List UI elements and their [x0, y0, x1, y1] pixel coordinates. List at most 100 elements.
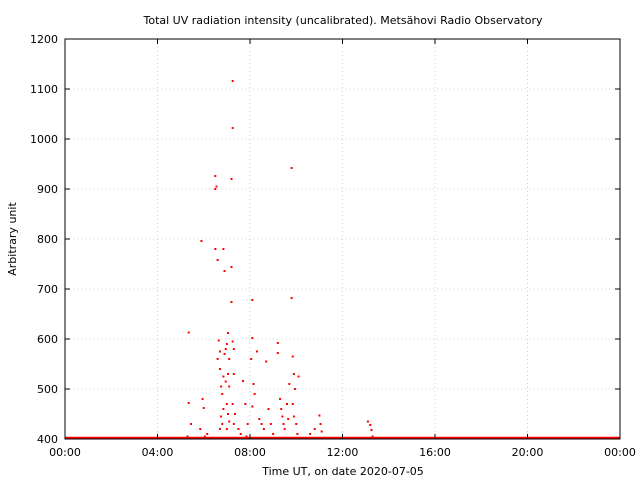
data-point — [232, 373, 235, 375]
data-point — [202, 407, 205, 409]
data-point — [290, 297, 293, 299]
data-point — [371, 435, 374, 438]
data-points — [186, 80, 374, 439]
y-tick-label: 1200 — [30, 33, 58, 46]
y-tick-label: 700 — [37, 283, 58, 296]
x-tick-label: 00:00 — [604, 446, 636, 459]
y-tick-label: 800 — [37, 233, 58, 246]
data-point — [186, 435, 189, 438]
data-point — [262, 428, 265, 430]
data-point — [255, 350, 258, 353]
y-tick-label: 900 — [37, 183, 58, 196]
data-point — [265, 360, 268, 363]
data-point — [251, 337, 254, 339]
x-tick-label: 16:00 — [419, 446, 451, 459]
data-point — [370, 429, 373, 431]
data-point — [228, 385, 231, 388]
data-point — [252, 383, 255, 385]
data-point — [292, 373, 295, 375]
data-point — [220, 415, 223, 418]
data-point — [190, 423, 193, 425]
data-point — [230, 266, 233, 268]
data-point — [282, 423, 285, 425]
data-point — [206, 433, 209, 435]
data-point — [218, 428, 221, 430]
data-point — [253, 393, 256, 395]
data-point — [216, 259, 219, 261]
data-point — [232, 348, 235, 350]
data-point — [320, 430, 323, 433]
data-point — [286, 403, 288, 405]
y-axis-label: Arbitrary unit — [6, 202, 19, 276]
data-point — [214, 175, 217, 177]
data-point — [291, 403, 294, 405]
data-point — [223, 353, 226, 355]
data-point — [230, 178, 233, 180]
data-point — [366, 420, 369, 423]
data-point — [191, 437, 194, 439]
data-point — [295, 423, 298, 425]
y-axis-ticks: 400 500 600 700 800 900 1000 1100 1200 — [30, 33, 620, 446]
data-point — [245, 435, 248, 438]
data-point — [283, 428, 286, 430]
data-point — [291, 355, 294, 358]
data-point — [242, 380, 245, 382]
data-point — [231, 127, 234, 129]
data-point — [319, 423, 322, 425]
data-point — [221, 393, 224, 395]
data-point — [276, 352, 279, 354]
data-point — [296, 433, 299, 435]
data-point — [288, 383, 291, 385]
y-tick-label: 400 — [37, 433, 58, 446]
x-tick-label: 08:00 — [234, 446, 266, 459]
data-point — [237, 428, 240, 430]
data-point — [221, 423, 224, 425]
data-point — [258, 418, 261, 420]
data-point — [251, 299, 254, 301]
data-point — [227, 373, 230, 375]
data-point — [200, 240, 203, 242]
data-point — [228, 358, 231, 360]
data-point — [214, 248, 217, 250]
data-point — [260, 423, 263, 425]
data-point — [216, 358, 219, 360]
data-point — [223, 270, 226, 272]
data-point — [233, 413, 236, 415]
x-tick-label: 12:00 — [327, 446, 359, 459]
data-point — [203, 435, 206, 438]
data-point — [224, 348, 227, 350]
data-point — [281, 415, 284, 418]
data-point — [225, 403, 228, 405]
data-point — [230, 301, 233, 303]
x-tick-label: 00:00 — [49, 446, 81, 459]
data-point — [199, 428, 202, 430]
data-point — [276, 342, 279, 344]
data-point — [297, 375, 300, 378]
data-point — [290, 167, 293, 169]
data-point — [228, 420, 231, 423]
data-point — [218, 350, 221, 353]
data-point — [267, 408, 270, 410]
data-point — [269, 423, 272, 425]
data-point — [231, 403, 234, 405]
data-point — [318, 414, 321, 417]
y-tick-label: 1000 — [30, 133, 58, 146]
data-point — [227, 332, 230, 334]
data-point — [232, 423, 235, 425]
data-point — [246, 423, 249, 425]
data-point — [215, 185, 218, 188]
data-point — [218, 368, 221, 370]
x-axis-label: Time UT, on date 2020-07-05 — [261, 465, 424, 478]
data-point — [279, 398, 282, 400]
data-point — [294, 388, 297, 390]
chart-title: Total UV radiation intensity (uncalibrat… — [143, 14, 543, 27]
y-tick-label: 500 — [37, 383, 58, 396]
data-point — [222, 375, 225, 378]
data-point — [244, 403, 247, 405]
data-point — [251, 405, 254, 408]
data-point — [272, 433, 275, 435]
data-point — [222, 408, 225, 410]
data-point — [220, 385, 223, 388]
data-point — [231, 340, 234, 343]
